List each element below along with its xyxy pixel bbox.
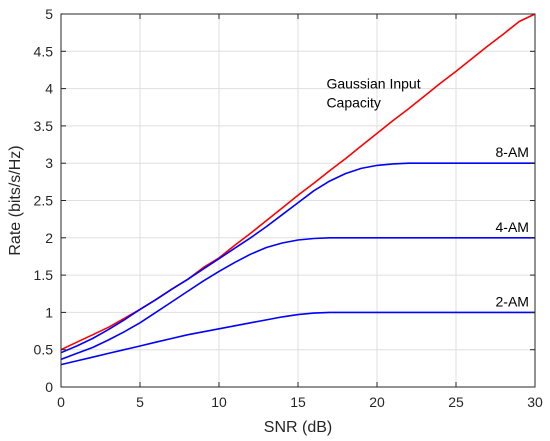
annotation-label: 8-AM — [496, 144, 529, 160]
y-axis-label: Rate (bits/s/Hz) — [7, 145, 24, 255]
annotation-label: 2-AM — [496, 293, 529, 309]
x-tick-label: 20 — [369, 394, 385, 410]
annotation-label: 4-AM — [496, 219, 529, 235]
x-tick-label: 15 — [290, 394, 306, 410]
y-tick-label: 4 — [45, 81, 53, 97]
tick-labels: 0 5 10 15 20 25 30 0 0.5 1 1.5 2 2.5 3 3.5 4 4.5 5 — [34, 6, 543, 410]
series-line-8-am — [60, 162, 535, 354]
series-line-4-am — [60, 237, 535, 361]
y-tick-label: 2.5 — [34, 193, 54, 209]
y-tick-label: 2 — [45, 230, 53, 246]
x-tick-label: 25 — [448, 394, 464, 410]
y-tick-label: 1 — [45, 304, 53, 320]
x-tick-label: 30 — [527, 394, 543, 410]
annotations: Gaussian Input Capacity 8-AM 4-AM 2-AM — [326, 76, 529, 310]
y-tick-label: 1.5 — [34, 267, 54, 283]
x-tick-label: 5 — [136, 394, 144, 410]
ticks — [60, 13, 536, 388]
y-tick-label: 4.5 — [34, 43, 54, 59]
annotation-label: Capacity — [326, 94, 380, 110]
y-tick-label: 0.5 — [34, 342, 54, 358]
y-tick-label: 3 — [45, 155, 53, 171]
y-tick-label: 3.5 — [34, 118, 54, 134]
x-tick-label: 10 — [211, 394, 227, 410]
y-tick-label: 5 — [45, 6, 53, 22]
annotation-label: Gaussian Input — [326, 76, 420, 92]
series-group — [60, 13, 536, 366]
y-tick-label: 0 — [45, 379, 53, 395]
grid — [60, 13, 536, 388]
series-line-2-am — [60, 311, 535, 366]
x-axis-label: SNR (dB) — [264, 419, 332, 436]
x-tick-label: 0 — [57, 394, 65, 410]
